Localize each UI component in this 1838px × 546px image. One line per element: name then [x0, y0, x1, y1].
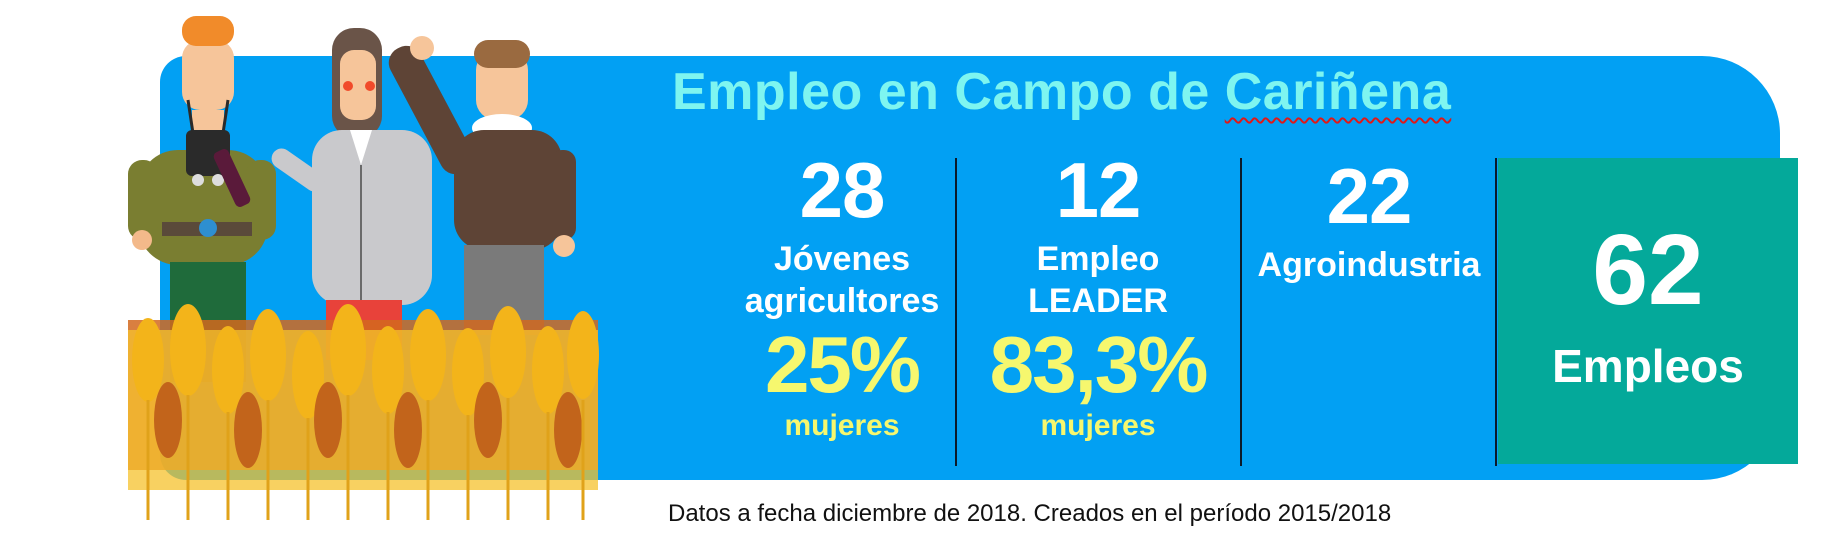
footnote: Datos a fecha diciembre de 2018. Creados… [668, 500, 1392, 527]
wheat-field [128, 304, 599, 520]
farmers-illustration [128, 16, 599, 520]
stat-value: 12 [1055, 146, 1142, 234]
stat-agroindustria: 22 Agroindustria [1246, 156, 1492, 286]
stat-jovenes: 28 Jóvenes agricultores 25% mujeres [730, 150, 954, 444]
stat-label: Agroindustria [1257, 246, 1481, 284]
stat-percent: 25% [764, 320, 921, 409]
title-prefix: Empleo en Campo de [672, 63, 1225, 121]
divider [955, 158, 957, 466]
stat-label-line1: Jóvenes [773, 240, 911, 278]
stat-percent-label: mujeres [784, 409, 900, 442]
divider [1495, 158, 1497, 466]
total-label: Empleos [1552, 340, 1744, 392]
farmer-middle [213, 28, 432, 360]
total-jobs-box: 62 Empleos [1498, 158, 1798, 464]
stat-value: 22 [1326, 152, 1413, 240]
stat-label-line2: LEADER [1028, 282, 1168, 320]
total-value: 62 [1592, 214, 1704, 326]
stat-percent-label: mujeres [1040, 409, 1156, 442]
title-place: Cariñena [1224, 63, 1452, 121]
stat-label-line1: Empleo [1036, 240, 1160, 278]
divider [1240, 158, 1242, 466]
stat-value: 28 [799, 146, 886, 234]
stat-percent: 83,3% [989, 320, 1209, 409]
stat-leader: 12 Empleo LEADER 83,3% mujeres [962, 150, 1234, 444]
stat-label-line2: agricultores [744, 282, 940, 320]
page-title: Empleo en Campo de Cariñena [672, 62, 1451, 122]
